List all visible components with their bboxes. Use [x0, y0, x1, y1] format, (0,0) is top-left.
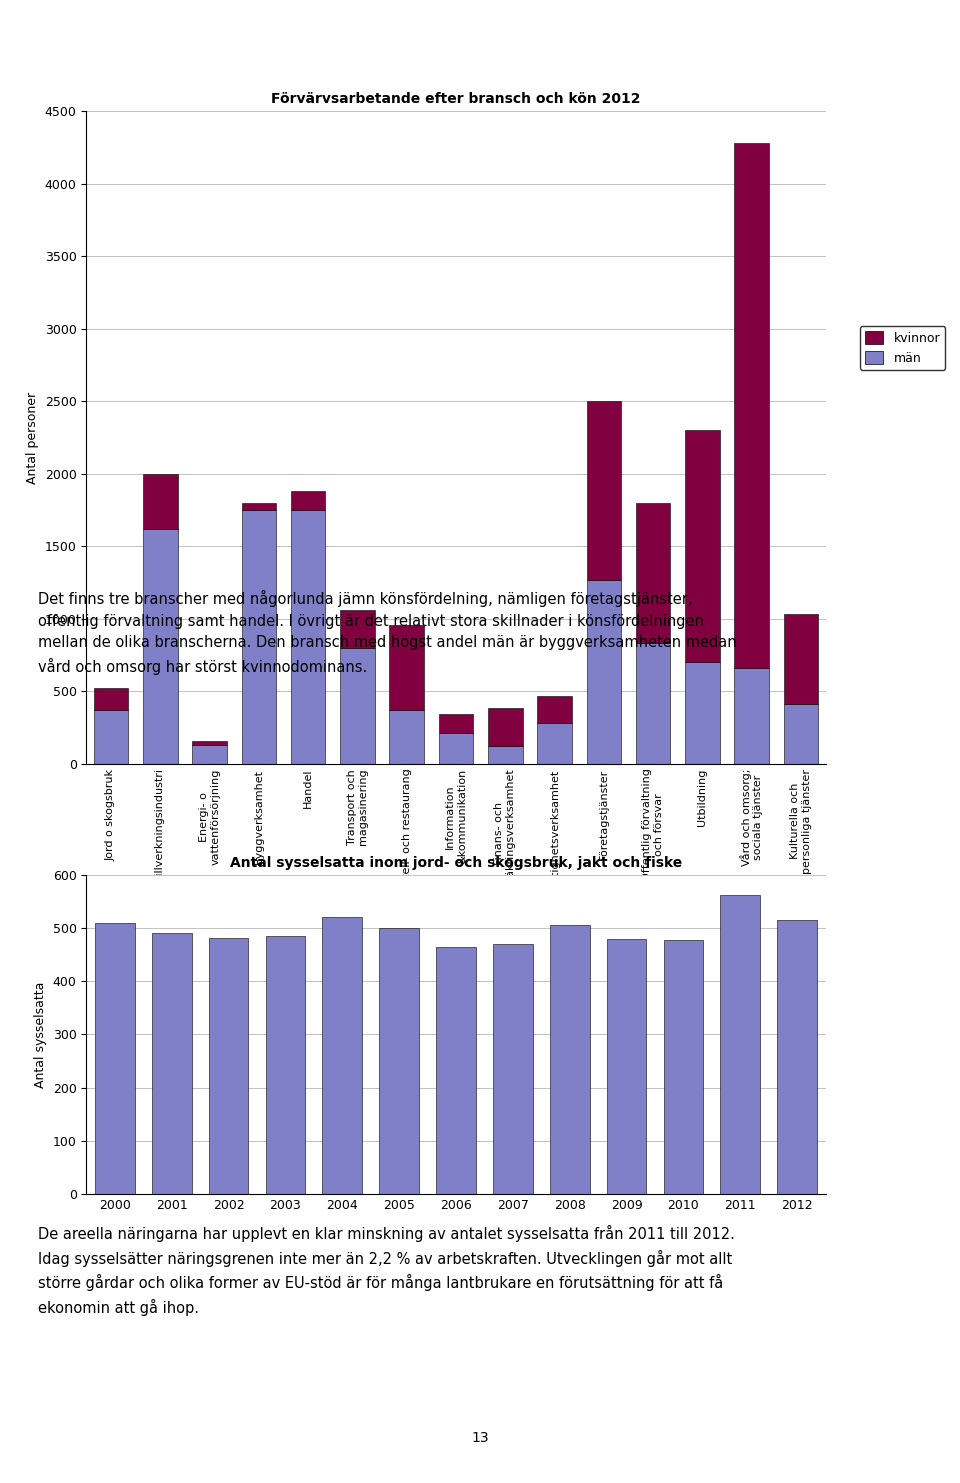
Bar — [340, 610, 374, 648]
Text: 13: 13 — [471, 1431, 489, 1444]
Title: Antal sysselsatta inom jord- och skogsbruk, jakt och fiske: Antal sysselsatta inom jord- och skogsbr… — [229, 856, 683, 869]
Bar — [242, 510, 276, 764]
Bar — [439, 715, 473, 733]
Bar — [192, 744, 227, 764]
Bar — [143, 529, 178, 764]
Bar — [538, 724, 572, 764]
Bar — [636, 644, 670, 764]
Bar — [143, 473, 178, 529]
Bar — [488, 746, 522, 764]
Bar — [291, 491, 325, 510]
Bar — [685, 663, 720, 764]
Bar — [436, 946, 476, 1194]
Bar — [636, 503, 670, 644]
Bar — [323, 916, 362, 1194]
Bar — [783, 704, 818, 764]
Bar — [242, 503, 276, 510]
Bar — [152, 933, 192, 1194]
Bar — [439, 733, 473, 764]
Title: Förvärvsarbetande efter bransch och kön 2012: Förvärvsarbetande efter bransch och kön … — [272, 92, 640, 105]
Bar — [734, 667, 769, 764]
Bar — [538, 696, 572, 724]
Bar — [685, 430, 720, 663]
Bar — [587, 402, 621, 580]
Bar — [778, 919, 817, 1194]
Y-axis label: Antal personer: Antal personer — [26, 392, 39, 483]
Bar — [94, 688, 129, 710]
Bar — [488, 707, 522, 746]
Bar — [95, 922, 134, 1194]
Bar — [720, 896, 760, 1194]
Bar — [192, 740, 227, 744]
Y-axis label: Antal sysselsatta: Antal sysselsatta — [35, 982, 47, 1087]
Bar — [607, 939, 646, 1194]
Legend: kvinnor, män: kvinnor, män — [859, 326, 945, 369]
Bar — [291, 510, 325, 764]
Bar — [493, 945, 533, 1194]
Bar — [783, 614, 818, 704]
Bar — [208, 937, 249, 1194]
Text: Det finns tre branscher med någorlunda jämn könsfördelning, nämligen företagstjä: Det finns tre branscher med någorlunda j… — [38, 590, 737, 675]
Bar — [94, 710, 129, 764]
Bar — [550, 925, 589, 1194]
Bar — [266, 936, 305, 1194]
Bar — [390, 624, 424, 710]
Bar — [340, 648, 374, 764]
Text: De areella näringarna har upplevt en klar minskning av antalet sysselsatta från : De areella näringarna har upplevt en kla… — [38, 1225, 735, 1317]
Bar — [379, 928, 419, 1194]
Bar — [390, 710, 424, 764]
Bar — [734, 144, 769, 667]
Bar — [663, 940, 704, 1194]
Bar — [587, 580, 621, 764]
